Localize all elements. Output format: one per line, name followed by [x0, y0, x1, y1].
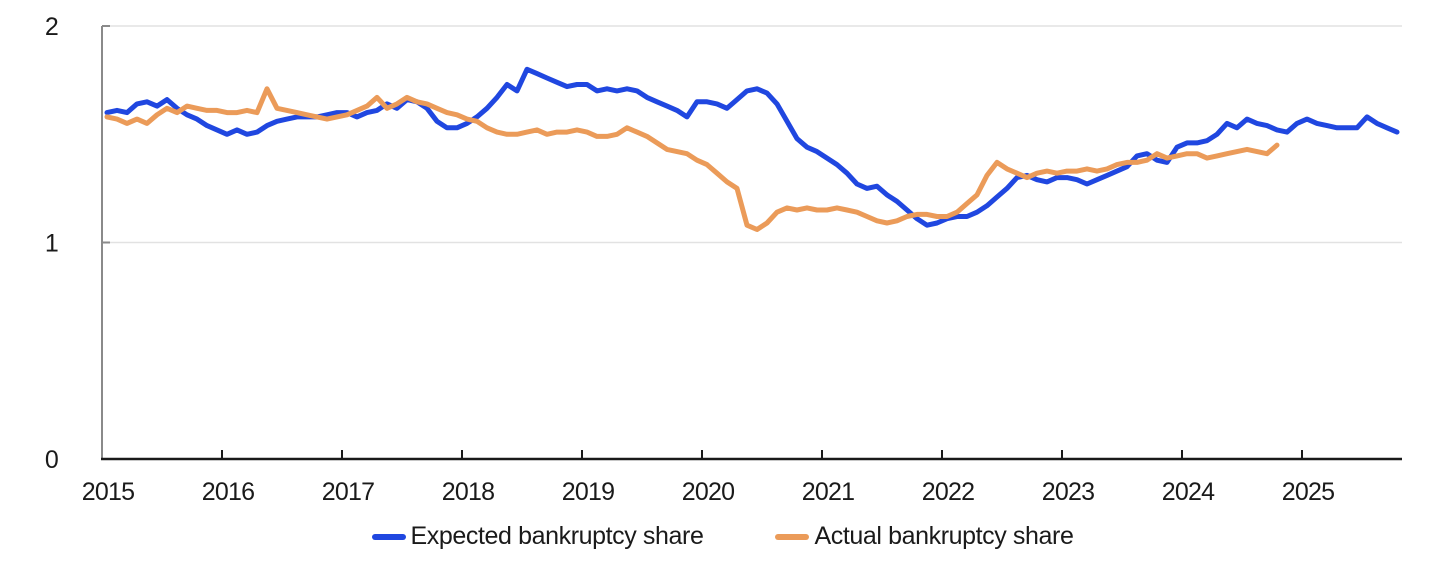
legend-label-expected: Expected bankruptcy share [410, 522, 704, 550]
x-tick-label-2019: 2019 [562, 478, 614, 506]
x-tick-label-2022: 2022 [922, 478, 974, 506]
legend-item-actual: Actual bankruptcy share [775, 522, 1074, 551]
x-tick-label-2018: 2018 [442, 478, 494, 506]
x-tick-label-2017: 2017 [322, 478, 374, 506]
x-tick-label-2025: 2025 [1282, 478, 1334, 506]
chart-legend: Expected bankruptcy share Actual bankrup… [0, 522, 1445, 551]
x-tick-label-2024: 2024 [1162, 478, 1215, 506]
x-tick-label-2016: 2016 [202, 478, 254, 506]
x-tick-label-2021: 2021 [802, 478, 854, 506]
expected-line-swatch [371, 533, 406, 540]
legend-label-actual: Actual bankruptcy share [814, 522, 1074, 550]
x-tick-label-2023: 2023 [1042, 478, 1094, 506]
expected-bankruptcy-line [104, 66, 1400, 228]
actual-line-swatch [775, 533, 810, 540]
y-tick-label-2: 2 [45, 13, 58, 41]
x-tick-label-2015: 2015 [82, 478, 134, 506]
actual-bankruptcy-line [104, 86, 1280, 232]
y-tick-label-1: 1 [45, 230, 58, 258]
legend-item-expected: Expected bankruptcy share [371, 522, 704, 551]
x-tick-label-2020: 2020 [682, 478, 734, 506]
y-tick-label-0: 0 [45, 446, 58, 474]
